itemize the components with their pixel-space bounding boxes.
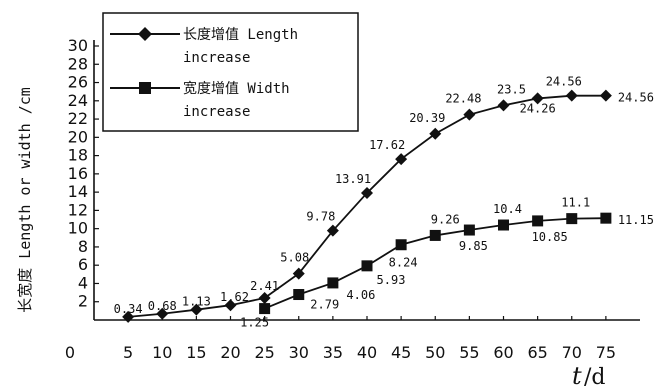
x-tick-label: 70 xyxy=(562,343,582,362)
x-tick-label: 65 xyxy=(527,343,547,362)
data-point-width xyxy=(532,215,544,227)
legend-label-length-line2: increase xyxy=(183,50,250,66)
y-tick-label: 28 xyxy=(68,54,88,73)
x-tick-label: 35 xyxy=(323,343,343,362)
x-tick-label: 30 xyxy=(289,343,309,362)
chart-series xyxy=(122,89,612,323)
x-tick-label: 20 xyxy=(220,343,240,362)
legend-label-width-line1: 宽度增值 Width xyxy=(183,80,290,97)
data-point-length xyxy=(361,186,373,199)
data-label-length: 24.56 xyxy=(546,75,582,89)
y-tick-label: 30 xyxy=(68,36,88,55)
y-tick-label: 10 xyxy=(68,219,88,238)
data-point-width xyxy=(600,212,612,224)
data-point-width xyxy=(361,260,373,272)
data-point-length xyxy=(156,307,169,320)
x-tick-label: 15 xyxy=(186,343,206,362)
data-point-length xyxy=(122,310,135,323)
x-tick-label: 50 xyxy=(425,343,445,362)
x-axis-label-unit: /d xyxy=(584,365,606,390)
data-point-width xyxy=(566,213,578,225)
data-label-width: 11.15 xyxy=(618,213,654,227)
data-point-width xyxy=(293,289,305,301)
y-tick-label: 16 xyxy=(68,164,88,183)
data-point-length xyxy=(326,224,339,237)
data-point-width xyxy=(395,239,407,251)
data-label-length: 24.26 xyxy=(520,101,556,115)
data-point-length xyxy=(395,153,408,166)
data-point-length xyxy=(531,92,544,105)
data-label-length: 23.5 xyxy=(497,82,526,96)
data-point-length xyxy=(599,89,612,102)
y-tick-label: 26 xyxy=(68,73,88,92)
x-tick-label: 5 xyxy=(123,343,133,362)
y-tick-label: 2 xyxy=(78,292,88,311)
data-point-length xyxy=(463,108,476,121)
data-label-length: 1.13 xyxy=(182,295,211,309)
x-axis-label-var: t xyxy=(572,362,582,390)
data-label-length: 2.41 xyxy=(250,279,279,293)
x-tick-label: 60 xyxy=(493,343,513,362)
data-point-width xyxy=(259,303,271,315)
data-point-length xyxy=(429,127,442,140)
data-label-length: 22.48 xyxy=(445,92,481,106)
data-label-length: 0.34 xyxy=(114,302,143,316)
legend-marker-diamond-icon xyxy=(138,27,152,41)
data-label-width: 10.4 xyxy=(493,202,522,216)
data-label-length: 0.68 xyxy=(148,299,177,313)
data-point-width xyxy=(498,219,509,231)
data-point-length xyxy=(224,299,237,312)
data-point-length xyxy=(258,291,271,304)
data-label-width: 5.93 xyxy=(377,273,406,287)
data-label-width: 1.25 xyxy=(240,316,269,330)
data-label-length: 1.62 xyxy=(220,290,249,304)
x-tick-label: 10 xyxy=(152,343,172,362)
data-label-width: 10.85 xyxy=(532,230,568,244)
x-tick-label: 40 xyxy=(357,343,377,362)
data-label-width: 4.06 xyxy=(346,288,375,302)
y-tick-label: 6 xyxy=(78,255,88,274)
y-tick-label: 18 xyxy=(68,146,88,165)
data-point-length xyxy=(565,89,578,102)
x-tick-label: 25 xyxy=(254,343,274,362)
y-tick-label: 8 xyxy=(78,237,88,256)
data-label-length: 13.91 xyxy=(335,172,371,186)
data-point-width xyxy=(429,229,441,241)
data-label-length: 20.39 xyxy=(409,111,445,125)
legend-marker-square-icon xyxy=(139,82,151,94)
data-label-width: 8.24 xyxy=(389,256,418,270)
data-label-width: 9.85 xyxy=(459,239,488,253)
data-label-width: 2.79 xyxy=(310,298,339,312)
legend: 长度增值 Length increase 宽度增值 Width increase xyxy=(102,12,359,132)
x-tick-label: 75 xyxy=(596,343,616,362)
legend-label-length-line1: 长度增值 Length xyxy=(183,27,298,43)
data-label-length: 17.62 xyxy=(369,138,405,152)
data-label-length: 5.08 xyxy=(280,251,309,265)
data-label-width: 9.26 xyxy=(431,212,460,226)
y-tick-label: 12 xyxy=(68,200,88,219)
x-axis-ticks: 0 5 10 15 20 25 30 35 40 45 50 55 60 65 70 75 xyxy=(65,316,616,362)
data-label-length: 9.78 xyxy=(306,210,335,224)
data-label-width: 11.1 xyxy=(561,196,590,210)
data-label-length: 24.56 xyxy=(618,91,654,105)
x-tick-label: 55 xyxy=(459,343,479,362)
y-axis-label: 长宽度 Length or width /cm xyxy=(16,87,34,313)
data-point-length xyxy=(497,99,510,112)
data-point-width xyxy=(463,224,475,236)
data-labels: 0.34 0.68 1.13 1.622.415.08 9.78 13.91 17.62 20… xyxy=(114,75,654,330)
x-tick-label: 0 xyxy=(65,343,75,362)
y-tick-label: 14 xyxy=(68,182,88,201)
y-tick-label: 4 xyxy=(78,273,88,292)
y-tick-label: 24 xyxy=(68,91,88,110)
data-point-width xyxy=(327,277,339,289)
y-tick-label: 22 xyxy=(68,109,88,128)
data-point-length xyxy=(292,267,305,280)
x-tick-label: 45 xyxy=(391,343,411,362)
y-tick-label: 20 xyxy=(68,127,88,146)
legend-label-width-line2: increase xyxy=(183,104,250,120)
data-point-length xyxy=(190,303,203,316)
